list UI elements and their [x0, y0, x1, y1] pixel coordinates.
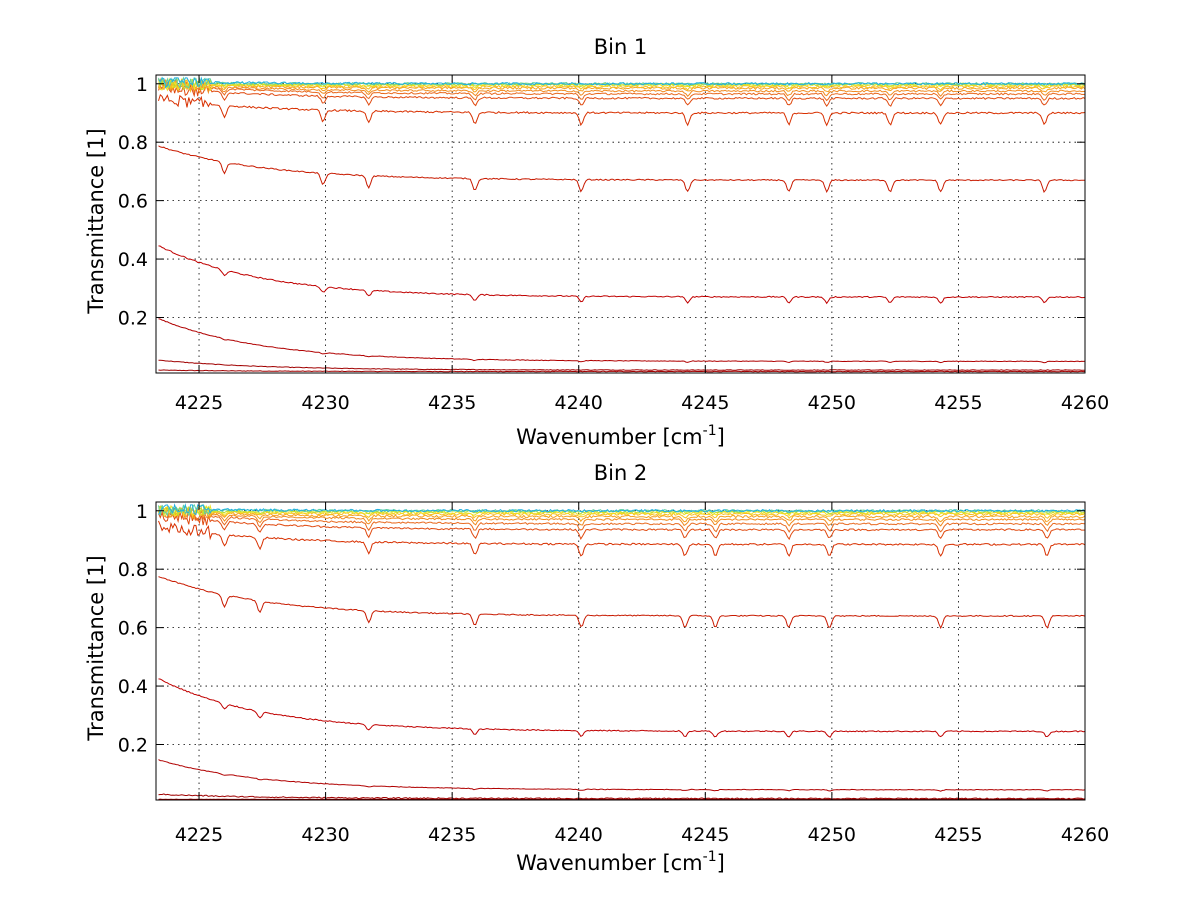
x-tick-label: 4230 [301, 392, 349, 414]
y-tick-label: 0.8 [118, 559, 148, 581]
y-tick-label: 0.2 [118, 734, 148, 756]
series-line-5 [158, 576, 1086, 630]
series-line-5 [158, 145, 1085, 194]
x-tick-label: 4255 [934, 824, 982, 846]
series-line-10 [158, 77, 1086, 93]
x-tick-label: 4260 [1061, 824, 1109, 846]
axes-box [155, 501, 1086, 801]
chart-panel-2: 4225 4230 4235 4240 4245 4250 4255 4260 0.2 0.4 0.… [84, 461, 1109, 875]
series-line-2 [158, 793, 1086, 800]
series-line-6 [158, 520, 1086, 557]
series-line-10 [158, 506, 1086, 523]
series-line-7 [158, 510, 1086, 541]
series-line-9 [158, 507, 1086, 527]
series-line-4 [158, 678, 1086, 738]
x-tick-label: 4240 [555, 824, 603, 846]
x-tick-label: 4245 [681, 824, 729, 846]
series-line-7 [158, 81, 1086, 107]
x-tick-label: 4230 [301, 824, 349, 846]
chart-panel-1: 4225 4230 4235 4240 4245 4250 4255 4260 0.2 0.4 0.… [84, 35, 1109, 449]
chart-title: Bin 1 [594, 35, 648, 59]
x-tick-label: 4235 [428, 824, 476, 846]
y-tick-label: 0.6 [118, 618, 148, 640]
chart-title: Bin 2 [594, 461, 648, 485]
axes-box [155, 74, 1086, 374]
x-axis-label-base: Wavenumber [cm [516, 851, 702, 875]
series-line-6 [158, 94, 1086, 127]
y-axis-label: Transmittance [1] [84, 128, 108, 314]
x-axis-label-close: ] [717, 851, 725, 875]
x-tick-label: 4250 [808, 392, 856, 414]
series-line-11 [158, 505, 1086, 520]
x-axis-label-close: ] [717, 425, 725, 449]
x-tick-label: 4245 [681, 392, 729, 414]
series-line-4 [158, 245, 1086, 305]
y-tick-label: 0.4 [118, 676, 148, 698]
series-line-3 [158, 759, 1086, 792]
x-axis-label-exponent: -1 [703, 423, 717, 439]
y-tick-label: 1 [136, 74, 148, 96]
series-line-9 [158, 78, 1086, 97]
y-tick-label: 0.2 [118, 307, 148, 329]
x-axis-label: Wavenumber [cm-1] [516, 423, 725, 449]
x-tick-label: 4260 [1061, 392, 1109, 414]
x-tick-label: 4235 [428, 392, 476, 414]
series-line-2 [158, 359, 1085, 371]
series-line-1 [158, 369, 1086, 373]
x-axis-label: Wavenumber [cm-1] [516, 849, 725, 875]
y-tick-label: 0.4 [118, 249, 148, 271]
series-line-8 [158, 505, 1086, 533]
x-tick-label: 4225 [175, 824, 223, 846]
y-tick-label: 1 [136, 501, 148, 523]
x-tick-label: 4225 [175, 392, 223, 414]
x-tick-label: 4255 [934, 392, 982, 414]
x-axis-label-exponent: -1 [703, 849, 717, 865]
x-tick-label: 4240 [555, 392, 603, 414]
x-tick-label: 4250 [808, 824, 856, 846]
y-tick-label: 0.8 [118, 132, 148, 154]
series-line-15 [158, 76, 1086, 89]
series-line-3 [158, 318, 1086, 364]
series-line-8 [158, 78, 1086, 102]
y-axis-label: Transmittance [1] [84, 555, 108, 741]
y-tick-label: 0.6 [118, 191, 148, 213]
x-axis-label-base: Wavenumber [cm [516, 425, 702, 449]
series-line-15 [158, 502, 1086, 516]
